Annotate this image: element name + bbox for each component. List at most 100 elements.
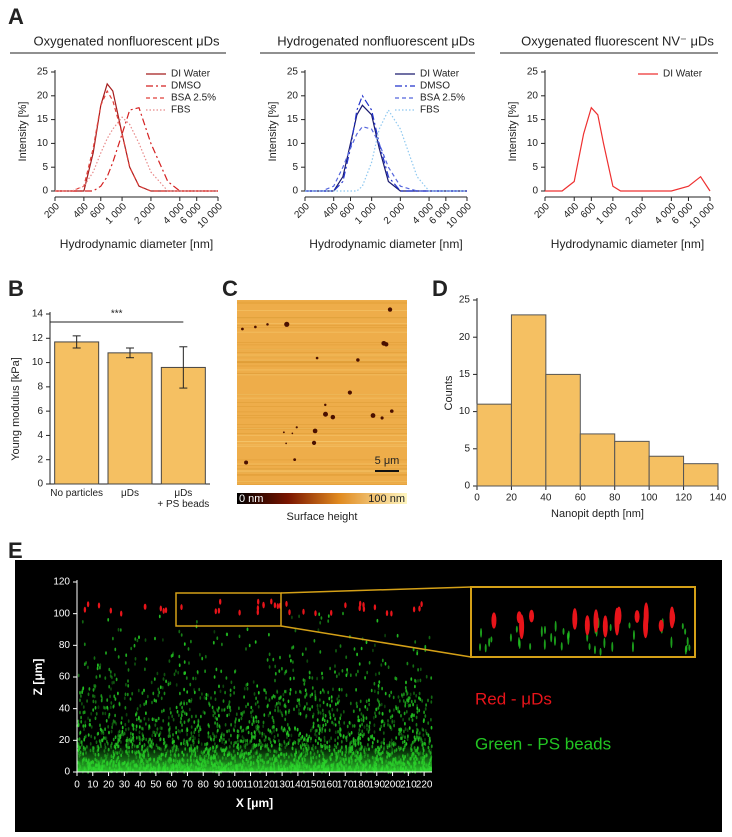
- colorbar-label: 100 nm: [368, 493, 405, 505]
- bead: [114, 697, 117, 701]
- inset-bead: [518, 639, 521, 650]
- bead: [248, 720, 251, 724]
- bead: [424, 707, 427, 711]
- x-tick-label: 80: [609, 493, 621, 504]
- bead: [424, 737, 426, 742]
- inset-microdiamond: [519, 614, 525, 640]
- bead: [179, 729, 181, 734]
- bead: [405, 710, 408, 714]
- bead: [214, 690, 216, 695]
- bead: [355, 688, 357, 692]
- bead: [424, 729, 427, 733]
- y-tick-label: 0: [532, 186, 538, 197]
- bead: [407, 704, 410, 708]
- bead: [236, 729, 239, 733]
- bead: [289, 676, 292, 681]
- microdiamond: [219, 598, 222, 605]
- bead: [168, 659, 171, 663]
- y-tick-label: 20: [527, 90, 539, 101]
- x-tick-label: 170: [337, 780, 354, 791]
- afm-pit: [323, 411, 328, 417]
- bead: [265, 690, 267, 695]
- bead: [337, 694, 340, 699]
- bead: [254, 640, 257, 644]
- bead: [378, 671, 381, 676]
- bead: [157, 687, 160, 692]
- bead: [356, 738, 359, 743]
- bead: [78, 737, 81, 741]
- bead: [190, 714, 193, 719]
- bead: [404, 735, 406, 739]
- inset-bead: [479, 643, 482, 651]
- bead: [114, 720, 116, 724]
- bead: [314, 738, 317, 743]
- bead: [366, 723, 368, 728]
- bead: [272, 725, 275, 729]
- bead: [281, 713, 284, 718]
- bead: [418, 736, 420, 740]
- bead: [247, 702, 249, 706]
- bead: [136, 638, 139, 643]
- bead: [412, 729, 414, 733]
- bead: [165, 679, 168, 684]
- bead: [183, 738, 186, 742]
- bead: [212, 731, 214, 736]
- y-tick-label: 0: [37, 479, 43, 490]
- bead: [135, 736, 138, 740]
- bead: [218, 738, 221, 743]
- bead: [114, 647, 117, 652]
- bead: [307, 706, 309, 711]
- microdiamond: [109, 607, 113, 614]
- bead: [201, 692, 203, 696]
- histogram-bar: [648, 455, 685, 487]
- x-tick-label: 140: [710, 493, 727, 504]
- bead: [134, 637, 137, 641]
- bead: [360, 717, 363, 722]
- bead: [99, 663, 102, 667]
- y-tick-label: 0: [64, 767, 70, 778]
- bead: [118, 701, 121, 706]
- bead: [175, 730, 178, 735]
- inset-microdiamond: [602, 615, 608, 638]
- bead: [105, 651, 107, 655]
- bead: [332, 687, 334, 692]
- bead: [102, 731, 105, 736]
- bead: [233, 685, 236, 690]
- bead: [183, 671, 186, 675]
- bead: [173, 672, 176, 677]
- afm-pit: [241, 327, 244, 331]
- bead: [135, 717, 138, 722]
- bead: [262, 720, 265, 725]
- bead: [130, 731, 132, 736]
- bead: [92, 708, 95, 712]
- bead: [402, 699, 405, 703]
- bead: [229, 688, 232, 693]
- y-tick-label: 25: [527, 67, 539, 78]
- bead: [149, 737, 152, 742]
- bead: [294, 740, 297, 745]
- bead: [179, 720, 182, 724]
- bead: [151, 700, 153, 705]
- bead: [424, 714, 427, 718]
- bead: [406, 698, 408, 702]
- significance-label: ***: [111, 309, 123, 320]
- bead: [224, 723, 227, 727]
- microdiamond: [120, 610, 123, 617]
- bead: [138, 730, 141, 735]
- x-tick-label: 190: [368, 780, 385, 791]
- bead: [318, 612, 321, 616]
- y-tick-label: 20: [37, 90, 49, 101]
- inset-microdiamond: [529, 609, 535, 623]
- bead: [343, 721, 346, 725]
- bead: [183, 660, 186, 664]
- afm-pit: [389, 409, 394, 413]
- bead: [287, 733, 290, 737]
- y-tick-label: 0: [42, 186, 48, 197]
- bead: [135, 724, 138, 729]
- panel-label: E: [8, 538, 23, 563]
- bead: [428, 635, 431, 640]
- bead: [188, 699, 191, 703]
- bead: [388, 693, 391, 698]
- bead: [267, 703, 269, 708]
- inset-bead: [686, 636, 689, 647]
